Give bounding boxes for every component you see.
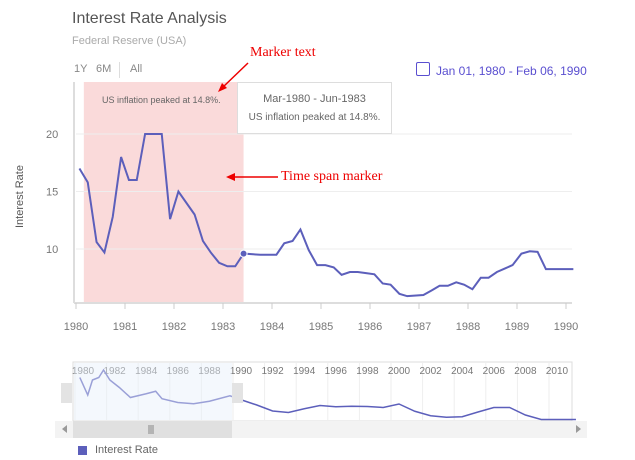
range-button-1y[interactable]: 1Y [74, 63, 88, 75]
legend-label[interactable]: Interest Rate [95, 444, 158, 456]
x-tick-label: 1984 [260, 321, 284, 333]
y-tick-label: 15 [46, 187, 58, 199]
annotation-time-span: Time span marker [281, 169, 383, 184]
navigator-label: 1996 [325, 366, 348, 377]
navigator-label: 1980 [72, 366, 95, 377]
scroll-left-icon[interactable] [62, 425, 67, 433]
y-tick-label: 20 [46, 129, 58, 141]
chart-title: Interest Rate Analysis [72, 10, 227, 27]
calendar-icon[interactable] [416, 62, 430, 76]
chart-subtitle: Federal Reserve (USA) [72, 35, 187, 47]
range-divider [119, 62, 120, 78]
date-range-selector[interactable]: Jan 01, 1980 - Feb 06, 1990 [436, 64, 587, 78]
tooltip-title: Mar-1980 - Jun-1983 [263, 93, 366, 105]
x-tick-label: 1980 [64, 321, 88, 333]
annotation-arrowhead [226, 173, 235, 181]
y-axis-title: Interest Rate [14, 165, 26, 228]
annotation-arrowhead [218, 83, 227, 92]
navigator-label: 2006 [483, 366, 506, 377]
navigator-label: 2004 [451, 366, 474, 377]
navigator-label: 1982 [103, 366, 126, 377]
interest-rate-line [78, 133, 574, 298]
hover-point [239, 249, 248, 258]
x-tick-label: 1988 [456, 321, 480, 333]
navigator-label: 2008 [514, 366, 537, 377]
tooltip: Mar-1980 - Jun-1983 US inflation peaked … [237, 82, 392, 134]
navigator-line [79, 368, 576, 421]
navigator-handle-right[interactable] [232, 383, 243, 403]
x-tick-label: 1987 [407, 321, 431, 333]
navigator-label: 1998 [356, 366, 379, 377]
navigator-label: 1988 [198, 366, 221, 377]
x-tick-label: 1990 [554, 321, 578, 333]
navigator-selection [74, 363, 232, 420]
marker-label: US inflation peaked at 14.8%. [102, 95, 221, 105]
navigator-handle-left[interactable] [61, 383, 72, 403]
y-tick-label: 10 [46, 244, 58, 256]
x-tick-label: 1983 [211, 321, 235, 333]
x-tick-label: 1985 [309, 321, 333, 333]
x-tick-label: 1986 [358, 321, 382, 333]
x-tick-label: 1982 [162, 321, 186, 333]
navigator-label: 2002 [419, 366, 442, 377]
scroll-right-icon[interactable] [576, 425, 581, 433]
time-span-marker [83, 82, 244, 303]
annotation-arrow [221, 62, 249, 89]
navigator-label: 1992 [261, 366, 284, 377]
range-button-6m[interactable]: 6M [96, 63, 112, 75]
x-tick-label: 1989 [505, 321, 529, 333]
navigator-label: 2010 [546, 366, 569, 377]
navigator-label: 1984 [135, 366, 158, 377]
legend-swatch[interactable] [78, 446, 87, 455]
navigator-label: 2000 [388, 366, 411, 377]
range-button-all[interactable]: All [130, 63, 143, 75]
navigator-label: 1986 [167, 366, 190, 377]
navigator-label: 1990 [230, 366, 253, 377]
x-tick-label: 1981 [113, 321, 137, 333]
navigator-label: 1994 [293, 366, 316, 377]
tooltip-text: US inflation peaked at 14.8%. [248, 112, 381, 123]
annotation-marker-text: Marker text [250, 45, 316, 60]
